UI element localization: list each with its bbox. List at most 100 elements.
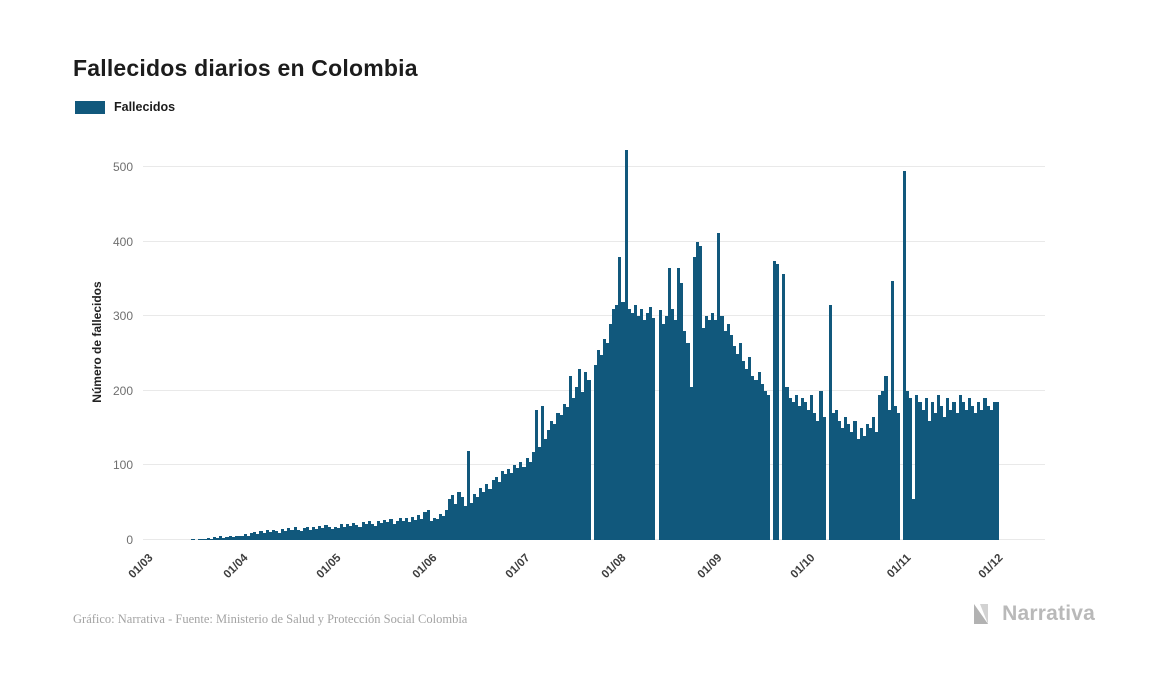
x-ticks: 01/03 01/04 01/05 01/06 01/07 01/08 01/09 01/10… (126, 540, 1006, 600)
bar (373, 525, 378, 540)
y-tick-label: 400 (112, 234, 133, 249)
bar (695, 241, 699, 540)
bar (544, 439, 548, 540)
bar (513, 465, 517, 540)
bar (844, 417, 848, 540)
bar (500, 471, 504, 540)
bar (395, 520, 399, 540)
bar (868, 428, 873, 540)
bar (216, 537, 220, 540)
bar (482, 491, 486, 540)
bar (287, 528, 291, 540)
bar (680, 282, 684, 540)
bar (346, 523, 350, 540)
bar (872, 417, 876, 540)
bar (485, 484, 489, 540)
bar (621, 301, 625, 540)
x-tick-label: 01/11 (884, 552, 914, 581)
bar (463, 506, 467, 540)
bar (281, 528, 285, 540)
bar (850, 431, 854, 540)
bar (974, 413, 978, 540)
y-ticks: 0 100 200 300 400 500 (91, 145, 133, 547)
gridline (143, 315, 1045, 317)
bar (448, 499, 452, 540)
bar (581, 392, 585, 540)
bar (807, 409, 811, 540)
bar (609, 323, 613, 540)
bar (315, 528, 319, 540)
bar (788, 398, 792, 540)
bar (349, 525, 353, 540)
bar (312, 527, 316, 540)
bar (605, 342, 610, 540)
bar (355, 525, 359, 540)
bar (726, 323, 730, 540)
bar (782, 273, 786, 540)
bar (392, 523, 396, 540)
bar (299, 531, 303, 540)
bar (516, 468, 520, 540)
bar (407, 522, 412, 540)
bar (305, 526, 309, 540)
bar (745, 368, 749, 540)
bar (803, 402, 808, 540)
bar (429, 521, 433, 540)
bar (559, 414, 563, 540)
bar (466, 450, 470, 540)
bar (562, 404, 566, 540)
bar (884, 376, 888, 540)
bar (859, 428, 863, 540)
bar (649, 307, 653, 540)
bar (401, 521, 405, 540)
bar (856, 439, 860, 540)
bar (200, 539, 204, 540)
bar (519, 461, 523, 540)
narrativa-logo: Narrativa (974, 602, 1095, 626)
bar (893, 405, 897, 540)
bar (370, 523, 374, 540)
bar (909, 398, 913, 540)
bar (423, 511, 427, 540)
bar (964, 409, 968, 540)
bar (828, 305, 832, 540)
bar (274, 531, 279, 540)
bar (377, 520, 381, 540)
bar (729, 335, 733, 540)
bar (986, 405, 990, 540)
bar (568, 376, 572, 540)
bar (636, 316, 640, 540)
bar (766, 394, 770, 540)
bar (763, 390, 767, 540)
bar (742, 361, 746, 540)
bar (773, 260, 777, 540)
bar (735, 353, 739, 540)
bar (528, 461, 532, 540)
bar (791, 402, 795, 540)
bar (411, 516, 415, 540)
bar (704, 316, 709, 540)
x-tick-label: 01/06 (410, 552, 440, 581)
bar (593, 364, 597, 540)
bar (633, 305, 637, 540)
bar (244, 534, 248, 540)
bar (293, 527, 297, 540)
bar (250, 533, 254, 540)
bar (754, 379, 758, 540)
bar (902, 171, 907, 540)
bar (683, 331, 687, 540)
narrativa-logo-text: Narrativa (1002, 602, 1095, 625)
bar (256, 534, 260, 540)
bar (906, 390, 910, 540)
y-tick-label: 0 (126, 533, 133, 547)
bar (497, 481, 501, 540)
bar (547, 429, 551, 540)
bar (732, 346, 736, 540)
x-tick-label: 01/10 (788, 552, 818, 581)
bar (534, 409, 538, 540)
bar (989, 409, 993, 540)
bar (206, 537, 210, 540)
gridline (143, 240, 1045, 242)
bar (364, 524, 368, 540)
bar (488, 489, 492, 540)
